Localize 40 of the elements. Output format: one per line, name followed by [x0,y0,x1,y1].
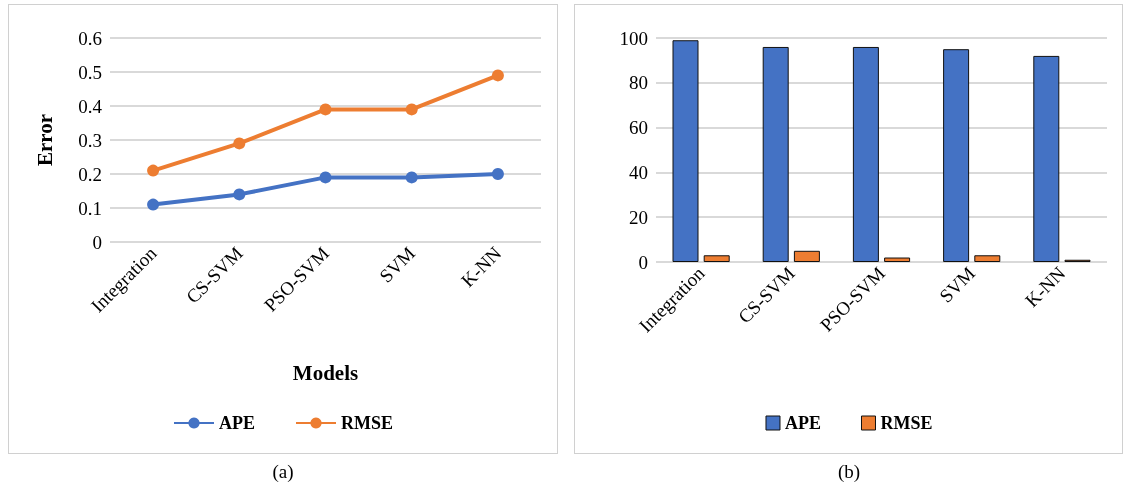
bar [883,257,910,262]
point [491,168,504,180]
point [491,69,504,82]
y-tick-label: 40 [628,161,648,183]
bar [793,250,820,262]
text: (b) [837,461,860,483]
bar [973,255,1000,262]
text: (a) [272,461,294,483]
bar [762,46,789,262]
y-tick-label: 0.2 [78,163,102,185]
point [405,103,418,116]
x-axis-title: Models [292,360,359,385]
point [147,198,160,211]
y-tick-label: 100 [619,27,648,49]
y-tick-label: 0.1 [78,197,102,219]
point [405,171,418,184]
y-tick-label: 0 [92,231,102,253]
point [233,188,246,201]
legend-label: RMSE [341,413,394,433]
bar [942,49,969,262]
y-tick-label: 80 [628,72,648,94]
bar [703,255,730,262]
y-tick-label: 0.5 [78,61,102,83]
point [233,137,246,150]
y-tick-label: 0.3 [78,129,102,151]
y-tick-label: 0.4 [78,95,103,117]
point [319,171,332,184]
y-tick-label: 0.6 [78,27,102,49]
bar [1032,55,1059,262]
legend-label: RMSE [880,413,933,433]
y-tick-label: 0 [638,251,648,273]
y-tick-label: 20 [628,206,648,228]
legend-label: APE [219,413,255,433]
bar [672,40,698,262]
point [147,164,160,177]
point [319,103,332,116]
y-tick-label: 60 [628,117,648,139]
y-axis-title: Error [32,113,57,167]
legend-label: APE [784,413,821,433]
bar [852,46,879,262]
